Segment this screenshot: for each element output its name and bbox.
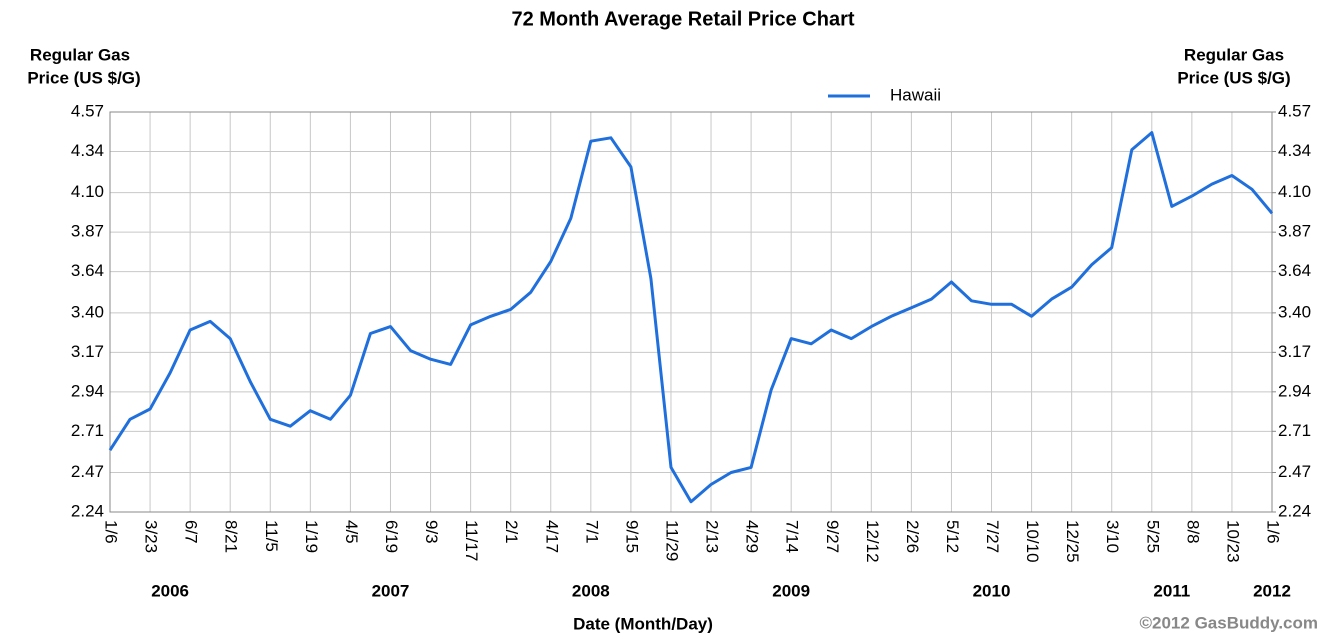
y-tick-label: 3.64	[71, 261, 104, 280]
x-tick-label: 7/1	[582, 520, 601, 544]
x-tick-label: 1/19	[302, 520, 321, 553]
plot-border	[109, 111, 1273, 513]
x-tick-label: 12/12	[863, 520, 882, 563]
y-tick-label: 2.47	[71, 462, 104, 481]
x-tick-label: 10/10	[1023, 520, 1042, 563]
y-tick-label: 3.40	[71, 302, 104, 321]
y-axis-label: Regular Gas	[30, 45, 130, 64]
x-tick-label: 11/17	[462, 520, 481, 561]
x-tick-label: 3/23	[142, 520, 161, 553]
y2-tick-label: 3.87	[1278, 222, 1311, 241]
y2-tick-label: 3.40	[1278, 302, 1311, 321]
x-tick-label: 4/29	[743, 520, 762, 553]
y-axis-label: Price (US $/G)	[27, 68, 140, 87]
y2-tick-label: 4.10	[1278, 182, 1311, 201]
x-tick-label: 3/10	[1103, 520, 1122, 553]
x-axis-label: Date (Month/Day)	[573, 614, 713, 633]
y2-tick-label: 4.34	[1278, 141, 1311, 160]
x-tick-label: 2/1	[502, 520, 521, 544]
x-tick-label: 4/17	[542, 520, 561, 553]
year-label: 2006	[151, 581, 189, 600]
x-tick-label: 6/7	[182, 520, 201, 544]
year-label: 2010	[973, 581, 1011, 600]
chart-title: 72 Month Average Retail Price Chart	[511, 8, 854, 30]
x-tick-label: 9/27	[823, 520, 842, 553]
x-tick-label: 10/23	[1223, 520, 1242, 563]
x-tick-label: 1/6	[102, 520, 121, 544]
y-tick-label: 3.17	[71, 342, 104, 361]
plot-area	[109, 111, 1273, 513]
y-tick-label: 4.57	[71, 101, 104, 120]
y2-tick-label: 2.94	[1278, 381, 1311, 400]
x-tick-label: 1/6	[1264, 520, 1283, 544]
y-tick-label: 3.87	[71, 222, 104, 241]
y2-tick-label: 3.64	[1278, 261, 1311, 280]
x-tick-label: 12/25	[1063, 520, 1082, 563]
y2-tick-label: 2.24	[1278, 501, 1311, 520]
y-tick-label: 2.71	[71, 421, 104, 440]
y2-tick-label: 2.71	[1278, 421, 1311, 440]
x-tick-label: 2/13	[703, 520, 722, 553]
x-tick-label: 8/21	[222, 520, 241, 553]
x-tick-label: 8/8	[1183, 520, 1202, 544]
x-tick-label: 5/12	[943, 520, 962, 553]
x-tick-label: 9/15	[622, 520, 641, 553]
x-tick-label: 11/5	[262, 520, 281, 552]
y2-tick-label: 3.17	[1278, 342, 1311, 361]
year-label: 2011	[1153, 581, 1190, 600]
x-tick-label: 2/26	[903, 520, 922, 553]
y2-tick-label: 2.47	[1278, 462, 1311, 481]
y-tick-label: 4.34	[71, 141, 104, 160]
y-tick-label: 4.10	[71, 182, 104, 201]
credit: ©2012 GasBuddy.com	[1140, 613, 1319, 632]
line	[108, 131, 1274, 504]
x-tick-label: 6/19	[382, 520, 401, 553]
x-tick-label: 9/3	[422, 520, 441, 544]
y2-axis-label: Price (US $/G)	[1177, 68, 1290, 87]
year-label: 2009	[772, 581, 810, 600]
y2-axis-label: Regular Gas	[1184, 45, 1284, 64]
year-label: 2012	[1253, 581, 1291, 600]
x-tick-label: 4/5	[342, 520, 361, 544]
year-label: 2007	[372, 581, 410, 600]
x-tick-label: 7/14	[783, 520, 802, 553]
legend-label: Hawaii	[890, 85, 941, 104]
y2-tick-label: 4.57	[1278, 101, 1311, 120]
x-tick-label: 7/27	[983, 520, 1002, 553]
y-tick-label: 2.24	[71, 501, 104, 520]
y-tick-label: 2.94	[71, 381, 104, 400]
x-tick-label: 11/29	[662, 520, 681, 561]
year-label: 2008	[572, 581, 610, 600]
x-tick-label: 5/25	[1143, 520, 1162, 553]
